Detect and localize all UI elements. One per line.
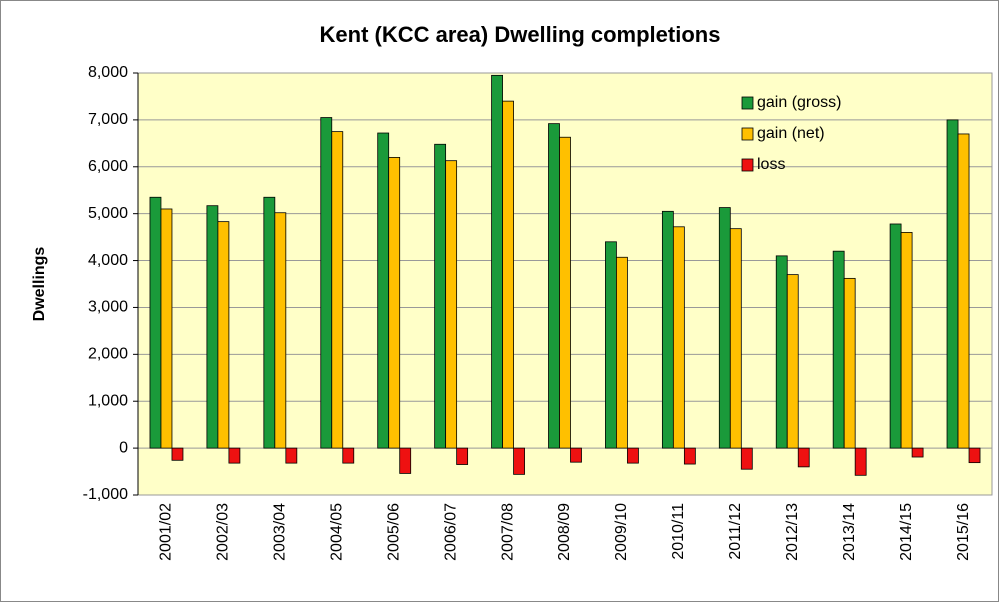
y-tick-label: 2,000	[88, 346, 128, 363]
bar	[957, 133, 970, 449]
bar	[740, 447, 753, 470]
bar	[683, 447, 696, 465]
bar	[434, 143, 447, 449]
bar	[775, 255, 788, 449]
bar	[570, 447, 582, 463]
bar	[718, 207, 731, 449]
legend-swatch	[741, 158, 754, 172]
legend-label: loss	[757, 156, 785, 173]
y-tick-label: 7,000	[88, 111, 128, 128]
bar	[832, 250, 845, 449]
bar	[217, 221, 230, 449]
bar	[491, 74, 503, 449]
bar	[672, 226, 685, 449]
bar	[786, 274, 799, 449]
y-tick-label: 8,000	[88, 64, 128, 81]
bar	[502, 100, 514, 449]
x-tick-label: 2005/06	[385, 503, 402, 561]
bar	[228, 447, 241, 464]
legend-label: gain (net)	[757, 125, 825, 142]
bar	[320, 117, 333, 449]
bar	[968, 447, 981, 464]
y-tick-label: -1,000	[83, 486, 128, 503]
bar	[456, 447, 469, 465]
bar	[388, 156, 401, 449]
bar	[399, 447, 412, 474]
bar	[889, 223, 902, 449]
bar	[627, 447, 639, 464]
x-tick-label: 2011/12	[727, 503, 744, 560]
legend-swatch	[741, 127, 754, 141]
bar	[843, 277, 856, 449]
bar	[274, 212, 287, 449]
bar	[160, 208, 173, 449]
bar	[331, 131, 344, 449]
bar	[616, 256, 628, 449]
bar	[377, 132, 390, 449]
legend-swatch	[741, 96, 754, 110]
bar	[206, 205, 219, 449]
bar	[513, 447, 525, 475]
x-tick-label: 2015/16	[955, 503, 972, 561]
chart-title: Kent (KCC area) Dwelling completions	[320, 22, 721, 47]
x-tick-label: 2014/15	[898, 503, 915, 561]
x-tick-label: 2002/03	[215, 503, 232, 561]
y-tick-label: 6,000	[88, 158, 128, 175]
x-tick-label: 2007/08	[499, 503, 516, 561]
bar	[661, 210, 674, 449]
x-tick-label: 2012/13	[784, 503, 801, 561]
y-tick-label: 4,000	[88, 252, 128, 269]
bar	[342, 447, 355, 464]
bar	[605, 241, 617, 449]
y-tick-label: 0	[119, 439, 128, 456]
bar	[548, 123, 560, 449]
x-tick-label: 2003/04	[272, 503, 289, 561]
x-tick-label: 2008/09	[556, 503, 573, 561]
x-tick-label: 2010/11	[670, 503, 687, 560]
bar	[797, 447, 810, 468]
bar	[263, 196, 276, 449]
bar	[900, 232, 913, 449]
bar	[171, 447, 184, 461]
bar	[911, 447, 924, 458]
bar	[946, 119, 959, 449]
y-axis-label: Dwellings	[31, 247, 48, 322]
bar	[729, 228, 742, 449]
x-tick-label: 2001/02	[158, 503, 175, 561]
bar	[149, 196, 162, 449]
bar	[445, 160, 458, 449]
legend-label: gain (gross)	[757, 94, 841, 111]
x-tick-label: 2006/07	[442, 503, 459, 561]
bar	[285, 447, 298, 464]
bar	[559, 136, 571, 449]
x-tick-label: 2009/10	[613, 503, 630, 561]
bar	[854, 447, 867, 476]
x-tick-label: 2013/14	[841, 503, 858, 561]
y-tick-label: 1,000	[88, 392, 128, 409]
x-tick-label: 2004/05	[328, 503, 345, 561]
y-tick-label: 3,000	[88, 299, 128, 316]
y-tick-label: 5,000	[88, 205, 128, 222]
